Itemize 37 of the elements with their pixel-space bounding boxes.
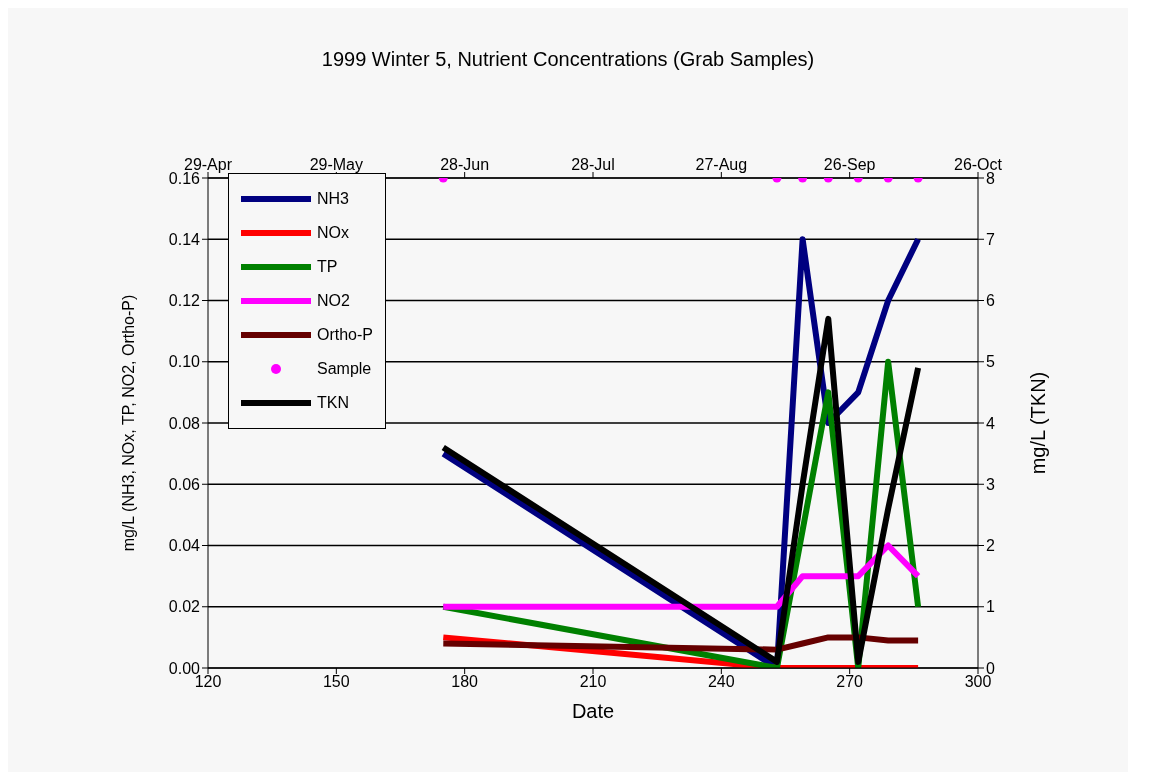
x2-tick-label: 28-Jul — [571, 156, 615, 173]
legend-label: NO2 — [317, 292, 350, 310]
y2-tick-label: 1 — [986, 598, 995, 616]
y2-tick-label: 4 — [986, 414, 995, 432]
y-tick-label: 0.08 — [168, 414, 201, 432]
x-tick-label: 270 — [836, 673, 864, 691]
y-tick-label: 0.14 — [168, 230, 201, 248]
y2-tick-label: 5 — [986, 353, 995, 371]
x-tick-label: 180 — [451, 673, 479, 691]
x2-tick-label: 27-Aug — [695, 156, 748, 173]
x-tick-label: 120 — [194, 673, 222, 691]
y-tick-label: 0.06 — [168, 475, 201, 493]
legend-label: NOx — [317, 224, 349, 242]
y2-tick-label: 2 — [986, 537, 995, 555]
chart-title: 1999 Winter 5, Nutrient Concentrations (Grab Samples) — [320, 47, 816, 72]
x-tick-label: 240 — [707, 673, 735, 691]
y2-tick-label: 6 — [986, 292, 995, 310]
x2-tick-label: 28-Jun — [440, 156, 490, 173]
y2-tick-label: 7 — [986, 230, 995, 248]
legend-label: NH3 — [317, 190, 350, 208]
x-tick-label: 300 — [964, 673, 992, 691]
y-tick-label: 0.10 — [168, 353, 201, 371]
y2-tick-label: 3 — [986, 475, 995, 493]
y2-axis-title: mg/L (TKN) — [1027, 371, 1050, 475]
y-tick-label: 0.02 — [168, 598, 201, 616]
legend-label: Ortho-P — [317, 326, 374, 344]
y-tick-label: 0.12 — [168, 292, 201, 310]
x2-tick-label: 26-Sep — [823, 156, 876, 173]
legend-label: Sample — [317, 360, 372, 378]
y-axis-title: mg/L (NH3, NOx, TP, NO2, Ortho-P) — [119, 294, 137, 552]
x-tick-label: 150 — [322, 673, 350, 691]
x2-tick-label: 29-May — [309, 156, 364, 173]
x-tick-label: 210 — [579, 673, 607, 691]
y-tick-label: 0.04 — [168, 537, 201, 555]
legend-label: TKN — [317, 394, 349, 412]
legend-label: TP — [317, 258, 338, 276]
x-axis-title: Date — [571, 700, 615, 722]
